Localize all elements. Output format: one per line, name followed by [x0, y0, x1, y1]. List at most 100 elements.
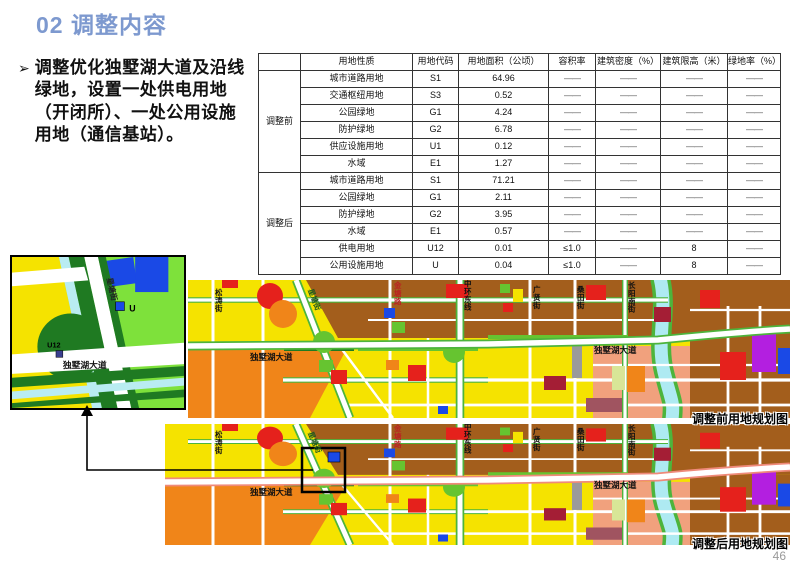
table-cell-green: —— [727, 70, 781, 88]
col-header-green: 绿地率（%） [727, 53, 781, 71]
table-cell-height: —— [660, 189, 728, 207]
table-cell-green: —— [727, 138, 781, 156]
table-cell-code: G2 [412, 206, 459, 224]
street-label-jintang: 金塘路 [393, 280, 402, 306]
col-header-nature: 用地性质 [300, 53, 413, 71]
table-cell-area: 0.57 [458, 223, 549, 241]
table-cell-code: G1 [412, 189, 459, 207]
table-cell-nature: 供电用地 [300, 240, 413, 258]
street-label-dushu: 独墅湖大道 [63, 359, 107, 370]
table-cell-far: —— [548, 189, 596, 207]
table-cell-green: —— [727, 240, 781, 258]
table-cell-density: —— [595, 189, 661, 207]
road-label-dushu-left: 独墅湖大道 [249, 352, 293, 362]
table-cell-density: —— [595, 121, 661, 139]
table-cell-density: —— [595, 257, 661, 275]
table-cell-far: —— [548, 70, 596, 88]
u-parcel [115, 301, 125, 311]
table-cell-height: —— [660, 138, 728, 156]
table-cell-density: —— [595, 70, 661, 88]
col-header-density: 建筑密度（%） [595, 53, 661, 71]
table-cell-height: —— [660, 104, 728, 122]
u-label: U [129, 304, 135, 314]
row-group-label-before: 调整前 [258, 70, 301, 173]
table-cell-height: —— [660, 87, 728, 105]
table-cell-density: —— [595, 240, 661, 258]
table-row: 交通枢纽用地 S3 0.52 —— —— —— —— [259, 87, 781, 105]
table-cell-height: —— [660, 206, 728, 224]
street-label-changyang: 长阳南街 [627, 280, 636, 314]
table-cell-nature: 公园绿地 [300, 104, 413, 122]
table-cell-far: —— [548, 206, 596, 224]
page-title: 02 调整内容 [36, 12, 167, 38]
road-label-dushu-right: 独墅湖大道 [593, 480, 637, 490]
table-row: 水域 E1 1.27 —— —— —— —— [259, 155, 781, 173]
table-cell-height: —— [660, 172, 728, 190]
inset-map: U U12 星塘街 独墅湖大道 [10, 255, 186, 410]
table-cell-far: ≤1.0 [548, 257, 596, 275]
table-cell-far: —— [548, 121, 596, 139]
table-cell-area: 0.52 [458, 87, 549, 105]
table-cell-area: 71.21 [458, 172, 549, 190]
table-cell-area: 0.01 [458, 240, 549, 258]
table-cell-density: —— [595, 172, 661, 190]
table-cell-density: —— [595, 87, 661, 105]
page-number: 46 [772, 549, 786, 563]
street-label-zhonghuan: 中环东线 [464, 280, 472, 312]
col-header-area: 用地面积（公顷） [458, 53, 549, 71]
table-header-row: 用地性质 用地代码 用地面积（公顷） 容积率 建筑密度（%） 建筑限高（米） 绿… [258, 53, 781, 71]
table-cell-green: —— [727, 87, 781, 105]
table-row: 防护绿地 G2 3.95 —— —— —— —— [259, 206, 781, 224]
caption-map-after: 调整后用地规划图 [691, 537, 788, 551]
zoom-leader-arrow [81, 405, 313, 471]
table-cell-nature: 公用设施用地 [300, 257, 413, 275]
table-cell-height: 8 [660, 257, 728, 275]
table-cell-density: —— [595, 155, 661, 173]
table-cell-code: S1 [412, 70, 459, 88]
table-cell-density: —— [595, 138, 661, 156]
table-cell-area: 0.12 [458, 138, 549, 156]
table-cell-code: G2 [412, 121, 459, 139]
u12-parcel [55, 350, 64, 358]
table-cell-height: —— [660, 223, 728, 241]
table-cell-far: ≤1.0 [548, 240, 596, 258]
street-label-songtao: 松涛街 [214, 429, 223, 455]
table-cell-code: S3 [412, 87, 459, 105]
road-label-dushu-left: 独墅湖大道 [249, 487, 293, 497]
table-row: 水域 E1 0.57 —— —— —— —— [259, 223, 781, 241]
table-cell-far: —— [548, 138, 596, 156]
table-row: 供电用地 U12 0.01 ≤1.0 —— 8 —— [259, 240, 781, 258]
bullet-text: 调整优化独墅湖大道及沿线绿地，设置一处供电用地（开闭所）、一处公用设施用地（通信… [34, 58, 245, 145]
map-after: 松涛街 星塘街 金塘路 中环东线 广贤街 桑田街 长阳南街 独墅湖大道 独墅湖大… [165, 424, 790, 545]
table-cell-green: —— [727, 223, 781, 241]
table-cell-green: —— [727, 189, 781, 207]
table-cell-far: —— [548, 87, 596, 105]
street-label-songtao: 松涛街 [214, 287, 223, 313]
street-label-guangxian: 广贤街 [532, 426, 541, 452]
table-cell-nature: 防护绿地 [300, 206, 413, 224]
table-cell-far: —— [548, 104, 596, 122]
table-cell-area: 2.11 [458, 189, 549, 207]
table-cell-density: —— [595, 206, 661, 224]
table-cell-area: 1.27 [458, 155, 549, 173]
table-cell-height: —— [660, 121, 728, 139]
table-cell-area: 0.04 [458, 257, 549, 275]
table-row: 公用设施用地 U 0.04 ≤1.0 —— 8 —— [259, 257, 781, 275]
table-cell-green: —— [727, 155, 781, 173]
table-cell-nature: 交通枢纽用地 [300, 87, 413, 105]
table-cell-green: —— [727, 172, 781, 190]
street-label-changyang: 长阳南街 [627, 424, 636, 457]
road-label-dushu-right: 独墅湖大道 [593, 345, 637, 355]
row-group-label-after: 调整后 [258, 172, 301, 275]
table-cell-height: —— [660, 155, 728, 173]
table-cell-far: —— [548, 223, 596, 241]
street-label-sangtian: 桑田街 [576, 284, 585, 310]
table-cell-nature: 城市道路用地 [300, 172, 413, 190]
table-row: 供应设施用地 U1 0.12 —— —— —— —— [259, 138, 781, 156]
caption-map-before: 调整前用地规划图 [691, 412, 788, 426]
table-row: 调整后 城市道路用地 S1 71.21 —— —— —— —— [258, 172, 781, 275]
bullet-arrow-icon: ➢ [18, 60, 30, 76]
new-utility-parcel [327, 451, 341, 463]
table-cell-nature: 防护绿地 [300, 121, 413, 139]
